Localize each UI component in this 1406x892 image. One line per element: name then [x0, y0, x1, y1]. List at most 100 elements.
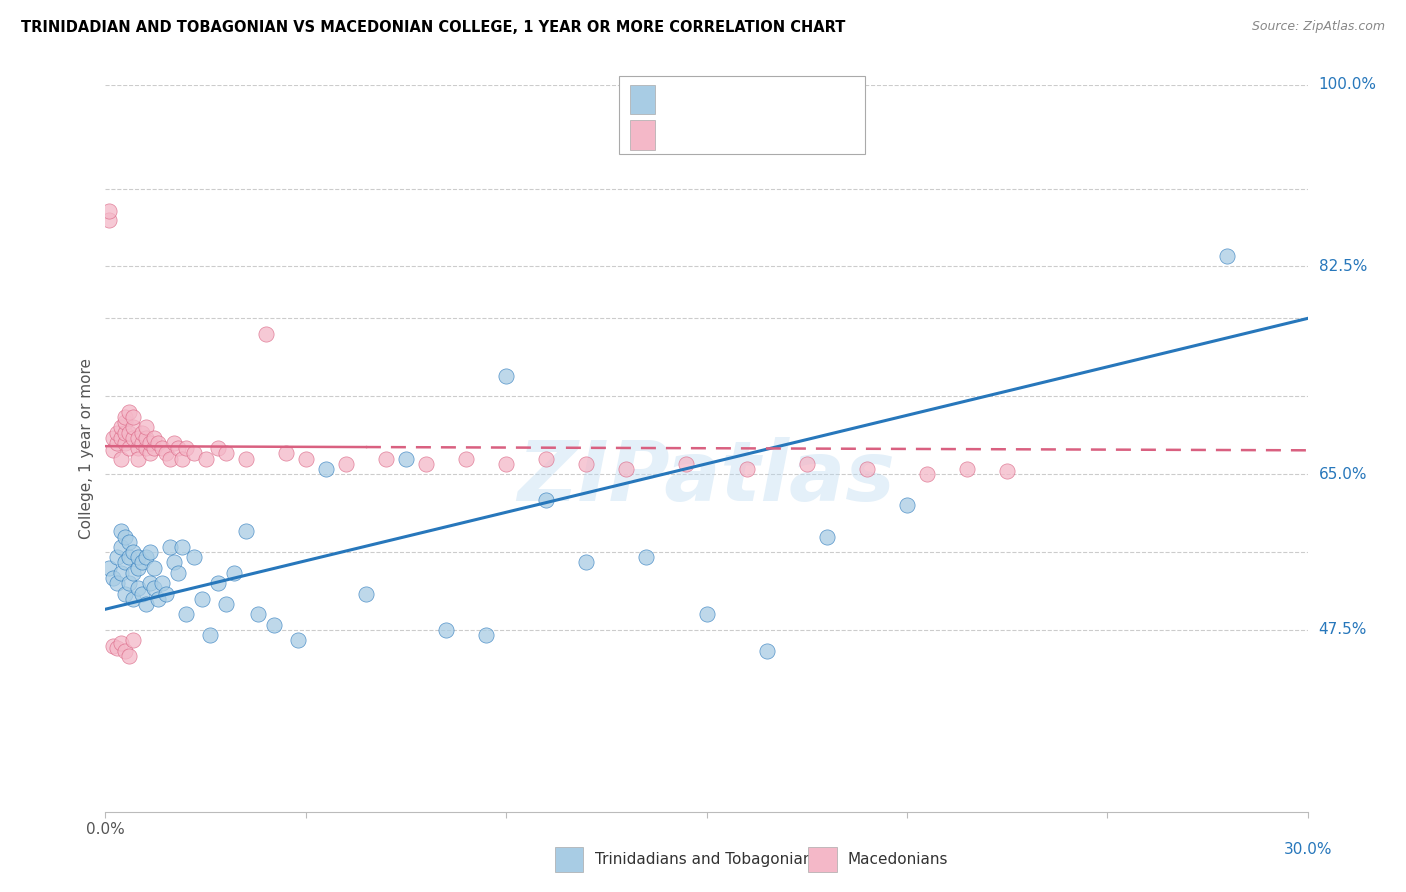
- Point: [135, 550, 157, 565]
- Point: [415, 457, 437, 471]
- Point: [183, 550, 205, 565]
- Point: [170, 540, 193, 554]
- Point: [146, 591, 169, 606]
- Point: [855, 462, 877, 476]
- Point: [315, 462, 337, 476]
- Point: [142, 442, 165, 455]
- Point: [155, 446, 177, 460]
- Point: [142, 582, 165, 596]
- Point: [127, 442, 149, 455]
- Point: [107, 436, 129, 450]
- Point: [135, 431, 157, 445]
- Text: 68: 68: [813, 126, 835, 145]
- Point: [122, 420, 145, 434]
- Point: [198, 628, 221, 642]
- Text: N =: N =: [766, 126, 814, 145]
- Point: [131, 436, 153, 450]
- Point: [122, 431, 145, 445]
- Text: Macedonians: Macedonians: [848, 853, 948, 867]
- Point: [131, 556, 153, 570]
- Point: [735, 462, 758, 476]
- Point: [495, 368, 517, 383]
- Point: [755, 644, 778, 658]
- Point: [98, 204, 121, 219]
- Text: Source: ZipAtlas.com: Source: ZipAtlas.com: [1251, 20, 1385, 33]
- Point: [118, 405, 141, 419]
- Point: [114, 644, 136, 658]
- Point: [159, 451, 181, 466]
- Point: [107, 640, 129, 655]
- Point: [1216, 249, 1239, 263]
- Point: [159, 540, 181, 554]
- Point: [162, 436, 184, 450]
- Point: [103, 431, 125, 445]
- Point: [118, 550, 141, 565]
- Text: TRINIDADIAN AND TOBAGONIAN VS MACEDONIAN COLLEGE, 1 YEAR OR MORE CORRELATION CHA: TRINIDADIAN AND TOBAGONIAN VS MACEDONIAN…: [21, 20, 845, 35]
- Point: [142, 560, 165, 574]
- Point: [166, 566, 188, 580]
- Text: 100.0%: 100.0%: [1319, 78, 1376, 92]
- Point: [274, 446, 297, 460]
- Point: [114, 436, 136, 450]
- Text: 30.0%: 30.0%: [1284, 842, 1331, 857]
- Point: [122, 591, 145, 606]
- Text: N =: N =: [766, 90, 814, 109]
- Point: [214, 597, 236, 611]
- Point: [495, 457, 517, 471]
- Point: [194, 451, 217, 466]
- Text: 65.0%: 65.0%: [1319, 467, 1367, 482]
- Point: [374, 451, 398, 466]
- Point: [295, 451, 318, 466]
- Point: [118, 442, 141, 455]
- Point: [127, 550, 149, 565]
- Point: [110, 431, 132, 445]
- Point: [110, 540, 132, 554]
- Point: [122, 545, 145, 559]
- Point: [995, 464, 1018, 478]
- Point: [110, 420, 132, 434]
- Point: [110, 524, 132, 539]
- Point: [118, 576, 141, 591]
- Text: ZIPatlas: ZIPatlas: [517, 437, 896, 518]
- Point: [138, 446, 160, 460]
- Point: [150, 576, 173, 591]
- Point: [183, 446, 205, 460]
- Text: 82.5%: 82.5%: [1319, 259, 1367, 274]
- Point: [575, 457, 598, 471]
- Point: [114, 425, 136, 440]
- Point: [207, 442, 229, 455]
- Point: [127, 451, 149, 466]
- Point: [575, 556, 598, 570]
- Point: [475, 628, 498, 642]
- Point: [127, 582, 149, 596]
- Point: [138, 545, 160, 559]
- Point: [135, 442, 157, 455]
- Text: R =: R =: [665, 126, 702, 145]
- Point: [162, 556, 184, 570]
- Point: [534, 451, 557, 466]
- Point: [122, 410, 145, 425]
- Point: [142, 431, 165, 445]
- Text: Trinidadians and Tobagonians: Trinidadians and Tobagonians: [595, 853, 820, 867]
- Point: [166, 442, 188, 455]
- Point: [155, 587, 177, 601]
- Point: [190, 591, 212, 606]
- Point: [815, 529, 838, 543]
- Point: [135, 597, 157, 611]
- Point: [675, 457, 697, 471]
- Point: [107, 425, 129, 440]
- Point: [174, 442, 197, 455]
- Point: [98, 212, 121, 227]
- Point: [114, 410, 136, 425]
- Point: [616, 462, 638, 476]
- Text: R =: R =: [665, 90, 702, 109]
- Point: [956, 462, 979, 476]
- Text: 59: 59: [813, 90, 835, 109]
- Point: [118, 648, 141, 663]
- Point: [110, 566, 132, 580]
- Point: [98, 560, 121, 574]
- Point: [118, 534, 141, 549]
- Text: 0.424: 0.424: [702, 90, 761, 109]
- Point: [122, 566, 145, 580]
- Y-axis label: College, 1 year or more: College, 1 year or more: [79, 358, 94, 539]
